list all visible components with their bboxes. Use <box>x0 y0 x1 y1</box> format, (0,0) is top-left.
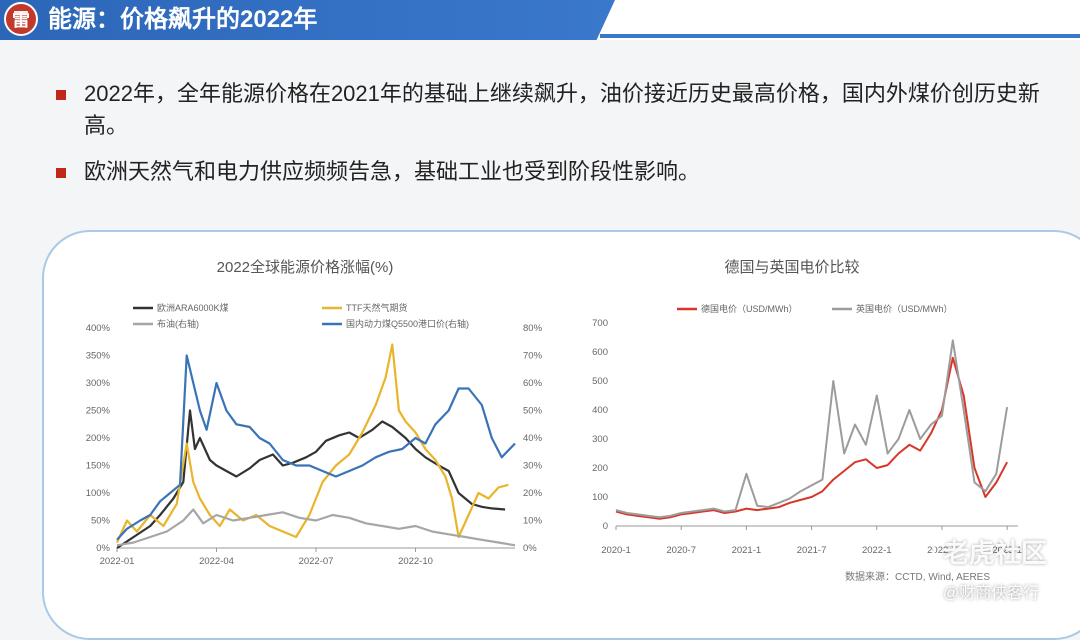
chart2-y-tick: 200 <box>592 463 608 474</box>
chart1-y-left-tick: 400% <box>86 323 111 334</box>
chart1-y-right-tick: 50% <box>523 406 543 417</box>
chart2-y-tick: 400 <box>592 405 608 416</box>
title-band <box>0 0 615 40</box>
title-rule <box>600 34 1080 38</box>
bullet-text: 2022年，全年能源价格在2021年的基础上继续飙升，油价接近历史最高价格，国内… <box>84 81 1040 138</box>
chart1-y-right-tick: 30% <box>523 461 543 472</box>
title-bar: 雷 能源：价格飙升的2022年 <box>0 0 1080 40</box>
chart1-series-line <box>116 354 516 541</box>
chart2-legend-label: 德国电价（USD/MWh） <box>701 303 798 314</box>
chart1-y-left-tick: 150% <box>86 461 111 472</box>
chart1-title: 2022全球能源价格涨幅(%) <box>217 258 394 276</box>
bullet-text: 欧洲天然气和电力供应频频告急，基础工业也受到阶段性影响。 <box>84 159 701 184</box>
chart1-y-left-tick: 50% <box>91 516 111 527</box>
chart2-y-tick: 700 <box>592 318 608 329</box>
chart1-series <box>115 343 516 549</box>
watermark: ✚ 老虎社区 @财商侠客行 <box>905 533 1075 609</box>
chart2-legend-label: 英国电价（USD/MWh） <box>856 303 953 314</box>
chart1-y-right-tick: 40% <box>523 433 543 444</box>
watermark-handle: @财商侠客行 <box>943 585 1040 602</box>
chart1-y-right-tick: 70% <box>523 351 543 362</box>
chart1-x-tick: 2022-07 <box>299 556 334 567</box>
chart1-x-tick: 2022-01 <box>100 556 135 567</box>
chart2-series-line <box>615 339 1009 519</box>
charts-svg: 2022全球能源价格涨幅(%) 欧洲ARA6000K煤 TTF天然气期货布油(右轴… <box>86 258 1022 583</box>
chart2-legend: 德国电价（USD/MWh） 英国电价（USD/MWh） <box>677 303 953 314</box>
page-title: 能源：价格飙升的2022年 <box>48 6 318 33</box>
chart1-legend-label: 国内动力煤Q5500港口价(右轴) <box>346 318 469 329</box>
chart1-y-right-tick: 20% <box>523 488 543 499</box>
watermark-title: 老虎社区 <box>943 538 1048 568</box>
chart1-legend-label: TTF天然气期货 <box>346 302 408 313</box>
chart2-x-tick: 2020-1 <box>601 545 631 556</box>
chart1-y-right-tick: 0% <box>523 543 537 554</box>
chart1-y-left-tick: 0% <box>96 543 110 554</box>
brand-logo: 雷 <box>4 2 38 36</box>
chart2-x-tick: 2023-1 <box>992 545 1022 556</box>
tiger-logo-icon: ✚ <box>905 535 935 565</box>
chart1-x-tick: 2022-04 <box>199 556 234 567</box>
chart1-y-left-tick: 100% <box>86 488 111 499</box>
chart2-series <box>615 339 1009 520</box>
chart2-x-tick: 2021-1 <box>732 545 762 556</box>
chart1-legend-label: 欧洲ARA6000K煤 <box>157 302 229 313</box>
chart2-y-tick: 100 <box>592 492 608 503</box>
chart1-x-tick: 2022-10 <box>398 556 433 567</box>
chart1-y-right-tick: 10% <box>523 516 543 527</box>
chart2-y-tick: 0 <box>603 521 608 532</box>
chart2-y-tick: 500 <box>592 376 608 387</box>
chart1-y-right-tick: 60% <box>523 378 543 389</box>
chart1-y-right-tick: 80% <box>523 323 543 334</box>
chart2-axes: 700 600 500 400 300 200 100 0 2020-1 2020-7 2021-1… <box>592 318 1022 556</box>
chart-card <box>42 230 1080 640</box>
chart1-series-line <box>115 343 509 543</box>
chart2-x-tick: 2022-7 <box>927 545 957 556</box>
chart1-axes: 400% 350% 300% 250% 200% 150% 100% 50% 0% 80% 70% 6… <box>86 323 543 567</box>
chart2-series-line <box>615 356 1008 520</box>
chart1-y-left-tick: 350% <box>86 351 111 362</box>
chart2-source-note: 数据来源：CCTD, Wind, AERES <box>845 570 990 583</box>
chart2-title: 德国与英国电价比较 <box>724 258 859 276</box>
chart1-series-line <box>116 508 516 547</box>
chart2-y-tick: 300 <box>592 434 608 445</box>
chart1-y-left-tick: 200% <box>86 433 111 444</box>
bullet-square-icon <box>56 168 66 178</box>
chart2-y-tick: 600 <box>592 347 608 358</box>
chart1-y-left-tick: 250% <box>86 406 111 417</box>
chart2-x-tick: 2021-7 <box>797 545 827 556</box>
chart2-x-tick: 2020-7 <box>666 545 696 556</box>
chart1-legend-label: 布油(右轴) <box>157 318 199 329</box>
chart2-x-tick: 2022-1 <box>862 545 892 556</box>
chart1-y-left-tick: 300% <box>86 378 111 389</box>
bullet-square-icon <box>56 90 66 100</box>
